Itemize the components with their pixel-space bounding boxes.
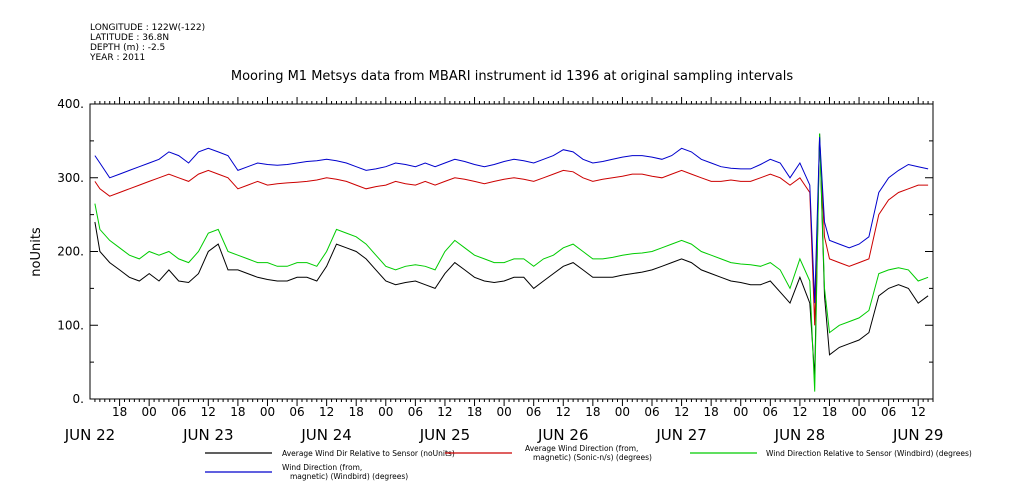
- longitude-text: LONGITUDE : 122W(-122): [90, 23, 205, 33]
- x-tick-label: 18: [467, 405, 482, 419]
- x-tick-label: 06: [763, 405, 778, 419]
- x-tick-label: 00: [496, 405, 511, 419]
- metadata-block: LONGITUDE : 122W(-122) LATITUDE : 36.8N …: [89, 23, 205, 63]
- y-tick-label: 400.: [57, 97, 84, 111]
- y-tick-label: 200.: [57, 245, 84, 259]
- latitude-text: LATITUDE : 36.8N: [90, 33, 169, 43]
- series-layer: [94, 133, 929, 392]
- legend-label-3: Wind Direction Relative to Sensor (Windb…: [766, 449, 972, 458]
- depth-text: DEPTH (m) : -2.5: [90, 43, 165, 53]
- x-date-label: JUN 28: [774, 426, 825, 444]
- year-text: YEAR : 2011: [89, 53, 145, 63]
- x-tick-label: 12: [319, 405, 334, 419]
- chart-title: Mooring M1 Metsys data from MBARI instru…: [231, 69, 793, 84]
- x-tick-label: 12: [911, 405, 926, 419]
- x-date-label: JUN 29: [892, 426, 943, 444]
- x-tick-label: 06: [171, 405, 186, 419]
- x-tick-label: 06: [526, 405, 541, 419]
- x-tick-label: 18: [349, 405, 364, 419]
- x-tick-label: 18: [585, 405, 600, 419]
- plot-frame: [89, 103, 934, 400]
- x-tick-label: 18: [112, 405, 127, 419]
- x-date-label: JUN 25: [419, 426, 470, 444]
- x-tick-label: 06: [881, 405, 896, 419]
- x-tick-label: 00: [260, 405, 275, 419]
- y-tick-label: 100.: [57, 318, 84, 332]
- legend-label-2: Average Wind Direction (from, magnetic) (…: [525, 444, 652, 462]
- x-tick-label: 06: [644, 405, 659, 419]
- legend-label-1: Average Wind Dir Relative to Sensor (noU…: [282, 449, 455, 458]
- x-tick-label: 18: [822, 405, 837, 419]
- x-tick-label: 00: [142, 405, 157, 419]
- x-tick-label: 06: [289, 405, 304, 419]
- x-tick-label: 12: [792, 405, 807, 419]
- y-tick-label: 0.: [73, 392, 84, 406]
- x-tick-label: 12: [556, 405, 571, 419]
- x-date-label: JUN 26: [537, 426, 588, 444]
- x-tick-label: 00: [733, 405, 748, 419]
- y-tick-label: 300.: [57, 171, 84, 185]
- legend-label-4: Wind Direction (from, magnetic) (Windbird…: [282, 463, 408, 481]
- x-tick-label: 18: [704, 405, 719, 419]
- x-date-label: JUN 22: [64, 426, 115, 444]
- axes-layer: 0. 100. 200. 300. 400. 18 00 06 12 18 00 06 12 18 00 06…: [57, 97, 943, 444]
- x-tick-label: 12: [437, 405, 452, 419]
- x-tick-label: 18: [230, 405, 245, 419]
- x-tick-label: 00: [378, 405, 393, 419]
- legend: Average Wind Dir Relative to Sensor (noU…: [205, 444, 972, 481]
- x-date-label: JUN 23: [182, 426, 233, 444]
- x-date-label: JUN 27: [655, 426, 706, 444]
- x-date-label: JUN 24: [300, 426, 351, 444]
- x-tick-label: 12: [674, 405, 689, 419]
- x-tick-label: 00: [615, 405, 630, 419]
- x-tick-label: 12: [201, 405, 216, 419]
- series-line-1: [94, 133, 929, 377]
- series-line-4: [94, 137, 929, 304]
- series-line-3: [94, 133, 929, 392]
- x-tick-label: 06: [408, 405, 423, 419]
- x-tick-label: 00: [851, 405, 866, 419]
- series-line-2: [94, 140, 929, 326]
- y-axis-label: noUnits: [29, 227, 44, 277]
